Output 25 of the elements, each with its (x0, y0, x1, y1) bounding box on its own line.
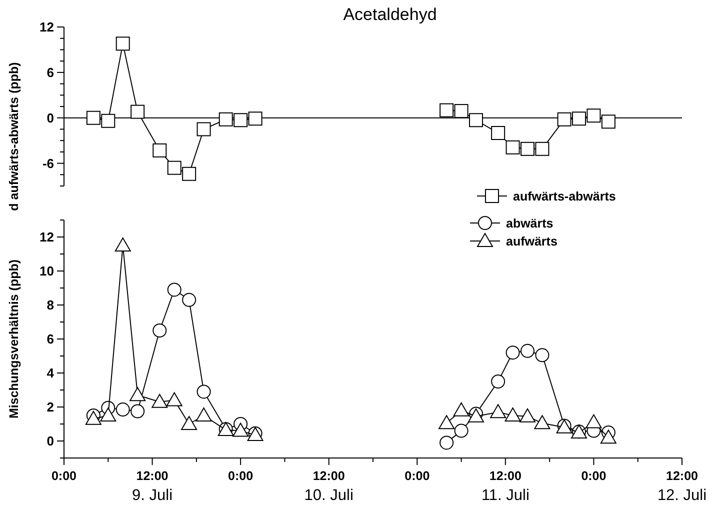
y-tick-label: 4 (46, 366, 55, 380)
chart-title: Acetaldehyd (343, 5, 437, 24)
y-tick-label: -6 (42, 156, 54, 171)
x-tick-label: 0:00 (404, 469, 430, 483)
x-tick-label: 12:00 10. Juli (304, 469, 354, 504)
y-tick-label: 6 (46, 332, 54, 346)
x-tick-label: 0:00 (51, 469, 77, 483)
y-tick-label: 8 (46, 298, 54, 312)
x-tick-label: 0:00 (228, 469, 254, 483)
y-tick-label: 0 (46, 110, 54, 126)
x-tick-label: 12:00 9. Juli (132, 469, 173, 504)
y-axis-title: d aufwärts-abwärts (ppb) (7, 62, 21, 211)
legend-label: aufwärts-abwärts (513, 190, 616, 204)
legend-label: abwärts (506, 216, 554, 230)
x-tick-label: 12:00 12. Juli (657, 469, 707, 504)
y-tick-label: 10 (40, 264, 54, 278)
y-tick-label: 12 (40, 230, 54, 244)
y-tick-label: 2 (46, 400, 54, 414)
legend-label: aufwärts (506, 234, 558, 248)
y-tick-label: 6 (46, 64, 54, 80)
x-tick-label: 0:00 (581, 469, 606, 483)
x-tick-label: 12:00 11. Juli (481, 469, 530, 504)
y-tick-label: 12 (40, 20, 54, 34)
y-axis-title: Mischungsverhältnis (ppb) (7, 259, 21, 419)
y-tick-label: 0 (46, 434, 54, 448)
